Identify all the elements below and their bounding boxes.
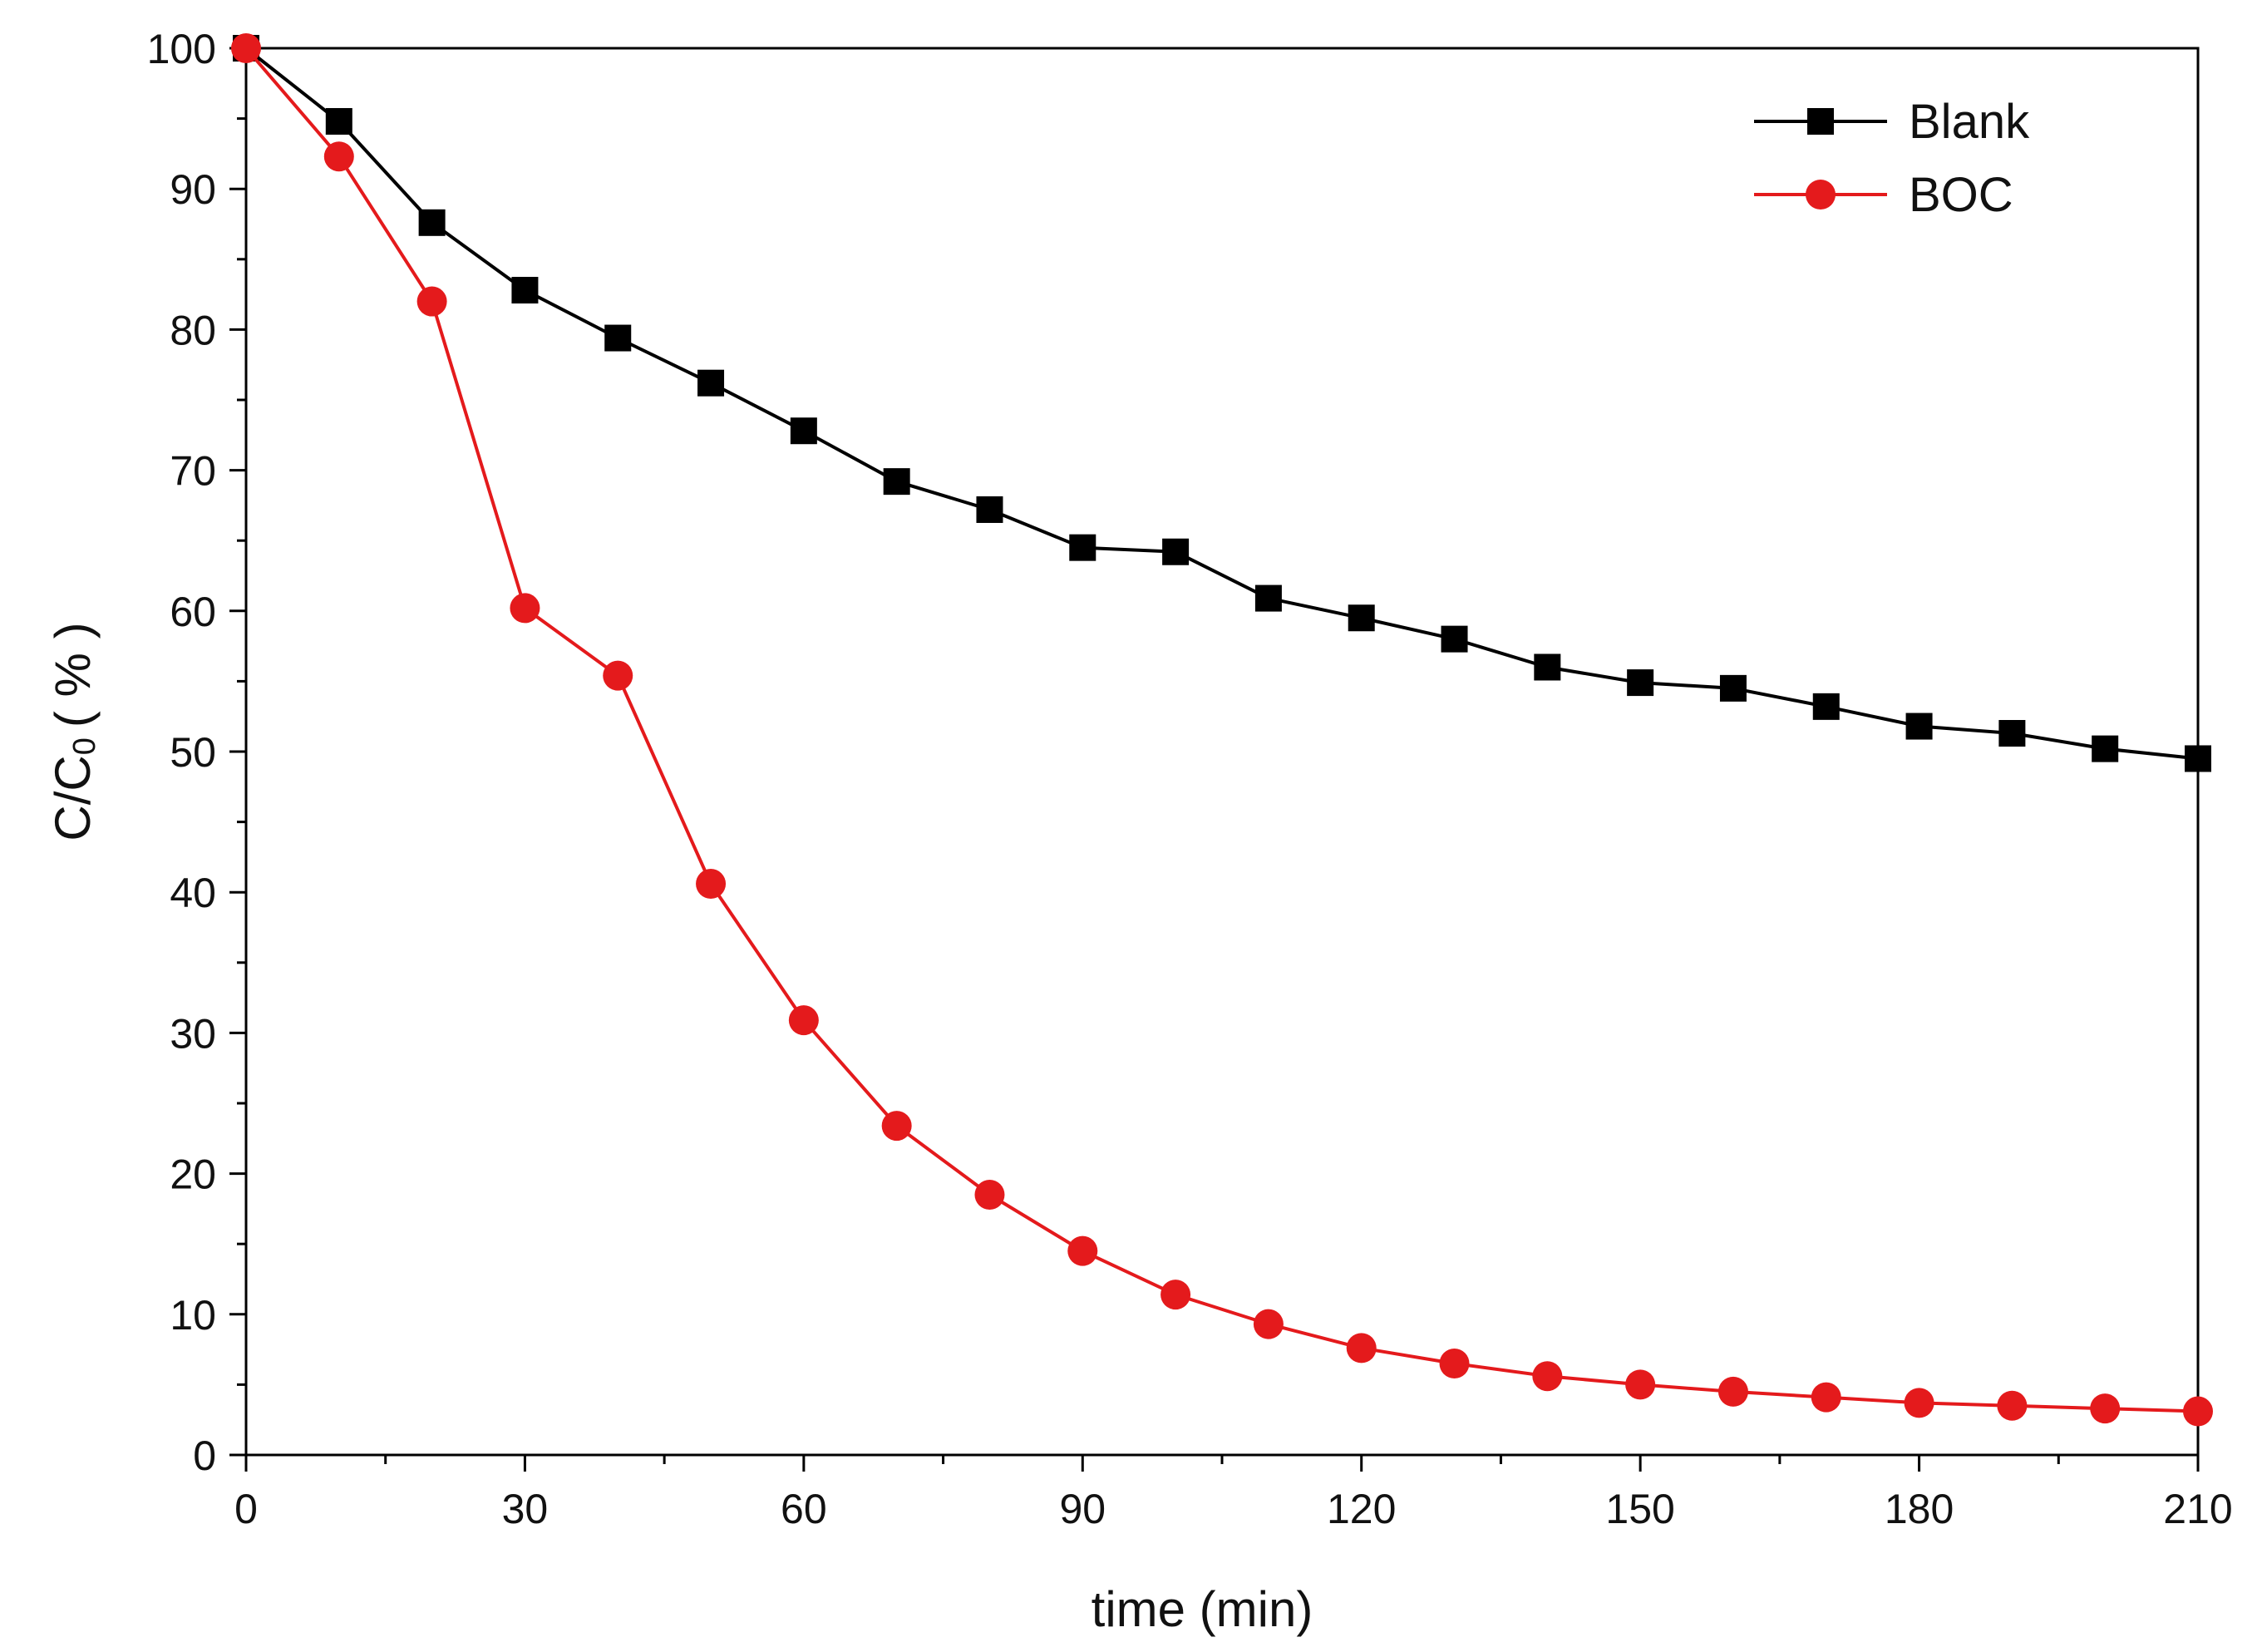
y-tick-label: 90	[170, 166, 216, 213]
y-tick-label: 60	[170, 589, 216, 635]
data-point-blank	[883, 468, 910, 496]
data-point-blank	[325, 107, 352, 135]
series-line-boc	[244, 47, 2199, 1413]
y-tick-label: 20	[170, 1151, 216, 1198]
data-point-blank	[790, 417, 817, 445]
data-point-boc	[323, 141, 354, 172]
x-axis-title: time (min)	[1092, 1581, 1313, 1637]
data-point-boc	[1067, 1235, 1098, 1266]
data-point-boc	[510, 593, 540, 624]
data-point-boc	[2183, 1396, 2213, 1427]
x-tick-label: 180	[1885, 1486, 1954, 1532]
y-axis-title-unit: ( % )	[45, 622, 101, 727]
data-point-blank	[2092, 735, 2119, 762]
data-point-blank	[976, 496, 1003, 523]
legend-label-boc: BOC	[1909, 168, 2013, 222]
y-tick-label: 50	[170, 729, 216, 776]
x-tick-label: 0	[234, 1486, 258, 1532]
data-point-blank	[1905, 713, 1933, 740]
data-point-blank	[1812, 693, 1840, 720]
x-tick-label: 120	[1327, 1486, 1396, 1532]
y-tick-label: 80	[170, 307, 216, 353]
y-tick-label: 0	[193, 1433, 216, 1479]
x-tick-label: 30	[502, 1486, 549, 1532]
legend-marker-boc	[1806, 180, 1836, 210]
data-point-blank	[1348, 604, 1375, 632]
data-point-boc	[1997, 1390, 2028, 1421]
data-point-blank	[1998, 720, 2026, 747]
y-axis-title-subscript: 0	[67, 737, 102, 755]
legend-marker-blank	[1807, 108, 1834, 135]
legend: Blank BOC	[1754, 95, 2030, 222]
data-point-boc	[231, 33, 261, 63]
data-point-blank	[511, 277, 539, 304]
plot-area: 0 30 60 90 120 150 180 210 0 10 20 30 40 50 60 70 80 90 10…	[147, 26, 2233, 1532]
data-point-boc	[1253, 1309, 1284, 1339]
data-point-boc	[1717, 1376, 1748, 1407]
y-axis-title-text: C/C0 ( % )	[45, 622, 102, 841]
data-point-boc	[1904, 1388, 1934, 1418]
data-point-boc	[2090, 1393, 2121, 1424]
data-point-boc	[1625, 1369, 1656, 1400]
data-point-boc	[881, 1111, 912, 1142]
data-point-blank	[697, 369, 725, 397]
y-tick-label: 30	[170, 1010, 216, 1057]
data-point-boc	[974, 1179, 1005, 1210]
data-point-blank	[1627, 669, 1654, 697]
data-point-boc	[696, 869, 727, 900]
data-point-blank	[1254, 584, 1282, 612]
data-point-boc	[1532, 1361, 1563, 1392]
y-axis-title-main: C/C	[45, 755, 101, 841]
data-point-blank	[1719, 674, 1747, 702]
data-point-boc	[1346, 1333, 1377, 1364]
data-point-boc	[416, 286, 447, 317]
data-point-blank	[418, 209, 446, 236]
x-tick-label: 150	[1605, 1486, 1674, 1532]
y-axis-title: C/C0 ( % )	[45, 622, 102, 841]
data-point-blank	[1534, 653, 1561, 681]
x-tick-label: 90	[1059, 1486, 1106, 1532]
data-point-boc	[603, 660, 633, 691]
data-point-boc	[1439, 1349, 1470, 1379]
x-tick-label: 210	[2163, 1486, 2232, 1532]
legend-label-blank: Blank	[1909, 95, 2030, 149]
data-point-boc	[1161, 1280, 1191, 1310]
y-tick-label: 100	[147, 26, 216, 72]
data-point-boc	[1811, 1382, 1841, 1413]
data-point-blank	[1441, 625, 1468, 653]
y-tick-label: 40	[170, 870, 216, 916]
data-point-blank	[1162, 538, 1190, 565]
data-point-blank	[2185, 745, 2211, 772]
data-point-blank	[1069, 534, 1096, 561]
data-point-boc	[788, 1005, 819, 1036]
series-line-blank	[244, 47, 2199, 761]
data-point-blank	[604, 324, 632, 352]
y-tick-label: 10	[170, 1292, 216, 1339]
x-tick-label: 60	[781, 1486, 827, 1532]
y-tick-label: 70	[170, 448, 216, 495]
